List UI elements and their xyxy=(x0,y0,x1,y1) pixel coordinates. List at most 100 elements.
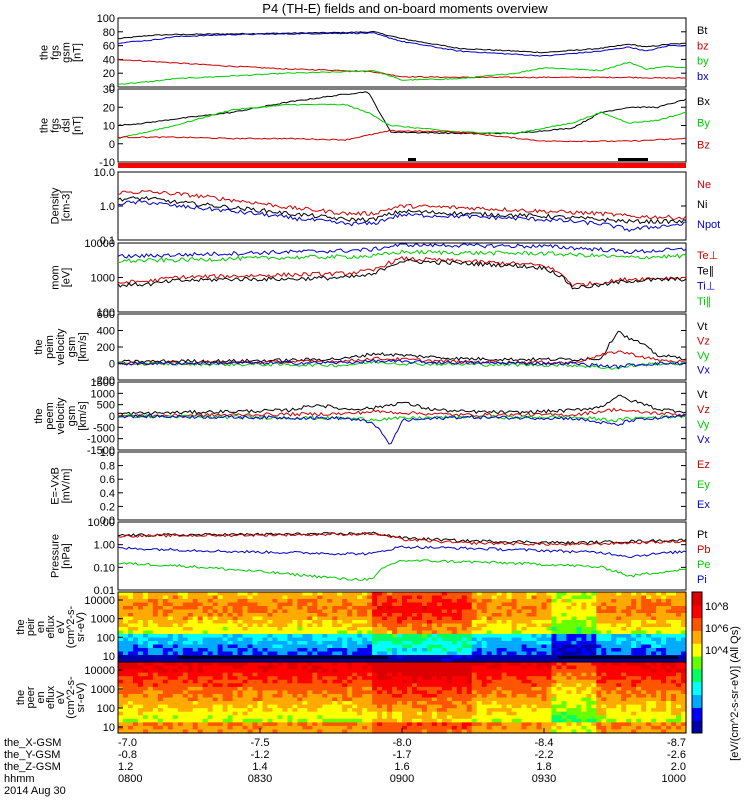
spectrogram-cell xyxy=(626,592,632,597)
spectrogram-cell xyxy=(446,609,453,614)
spectrogram-cell xyxy=(496,672,503,677)
spectrogram-cell xyxy=(661,637,667,642)
spectrogram-cell xyxy=(556,648,563,653)
spectrogram-cell xyxy=(631,676,637,681)
spectrogram-cell xyxy=(362,609,368,614)
spectrogram-cell xyxy=(172,729,179,734)
spectrogram-cell xyxy=(451,672,458,677)
spectrogram-cell xyxy=(127,701,134,706)
spectrogram-cell xyxy=(247,683,254,688)
spectrogram-cell xyxy=(118,729,124,734)
spectrogram-cell xyxy=(307,683,313,688)
legend-fgs-dsl-2: Bz xyxy=(697,139,710,151)
spectrogram-cell xyxy=(267,711,274,716)
spectrogram-cell xyxy=(411,620,418,625)
spectrogram-cell xyxy=(586,725,592,731)
colorbar-segment xyxy=(692,643,702,657)
spectrogram-cell xyxy=(601,658,607,663)
spectrogram-cell xyxy=(576,637,582,642)
spectrogram-cell xyxy=(397,693,403,699)
spectrogram-cell xyxy=(536,592,543,597)
spectrogram-cell xyxy=(496,693,503,699)
spectrogram-cell xyxy=(127,676,134,681)
spectrogram-cell xyxy=(152,623,159,628)
spectrogram-cell xyxy=(456,592,463,597)
spectrogram-cell xyxy=(212,599,219,604)
spectrogram-cell xyxy=(541,701,548,706)
spectrogram-cell xyxy=(526,715,533,720)
spectrogram-cell xyxy=(486,683,493,688)
spectrogram-cell xyxy=(217,701,224,706)
spectrogram-cell xyxy=(616,613,622,618)
spectrogram-cell xyxy=(282,725,288,731)
spectrogram-cell xyxy=(406,655,413,660)
panel-frame xyxy=(117,171,687,241)
spectrogram-cell xyxy=(312,690,318,695)
spectrogram-cell xyxy=(526,641,533,646)
spectrogram-cell xyxy=(631,701,637,706)
spectrogram-cell xyxy=(177,711,184,716)
spectrogram-cell xyxy=(172,658,179,663)
spectrogram-cell xyxy=(382,693,388,699)
spectrogram-cell xyxy=(192,658,199,663)
spectrogram-cell xyxy=(471,718,478,723)
spectrogram-cell xyxy=(127,651,134,656)
spectrogram-cell xyxy=(466,669,473,674)
spectrogram-cell xyxy=(367,644,373,649)
spectrogram-cell xyxy=(521,701,528,706)
spectrogram-cell xyxy=(421,669,428,674)
spectrogram-cell xyxy=(302,729,308,734)
y-tick-label: 1000 xyxy=(91,273,115,285)
spectrogram-cell xyxy=(586,627,592,632)
spectrogram-cell xyxy=(581,623,587,628)
spectrogram-cell xyxy=(217,669,224,674)
spectrogram-cell xyxy=(242,620,249,625)
spectrogram-cell xyxy=(416,616,423,621)
spectrogram-cell xyxy=(626,665,632,670)
spectrogram-cell xyxy=(312,606,318,611)
spectrogram-cell xyxy=(307,641,313,646)
spectrogram-cell xyxy=(182,648,189,653)
spectrogram-cell xyxy=(302,704,308,709)
spectrogram-cell xyxy=(337,704,343,709)
spectrogram-cell xyxy=(611,602,617,607)
spectrogram-cell xyxy=(536,704,543,709)
spectrogram-cell xyxy=(167,662,174,667)
spectrogram-cell xyxy=(511,655,518,660)
spectrogram-cell xyxy=(676,686,682,691)
spectrogram-cell xyxy=(511,644,518,649)
spectrogram-cell xyxy=(292,715,298,720)
spectrogram-cell xyxy=(392,676,398,681)
spectrogram-cell xyxy=(402,623,408,628)
spectrogram-cell xyxy=(476,599,483,604)
spectrogram-cell xyxy=(551,648,558,653)
spectrogram-cell xyxy=(586,599,592,604)
spectrogram-cell xyxy=(212,708,219,713)
spectrogram-cell xyxy=(531,662,538,667)
spectrogram-cell xyxy=(302,651,308,656)
spectrogram-cell xyxy=(416,592,423,597)
spectrogram-cell xyxy=(182,634,189,639)
spectrogram-cell xyxy=(451,715,458,720)
spectrogram-cell xyxy=(267,708,274,713)
spectrogram-cell xyxy=(616,627,622,632)
spectrogram-cell xyxy=(192,676,199,681)
spectrogram-cell xyxy=(636,602,642,607)
spectrogram-cell xyxy=(287,644,293,649)
spectrogram-cell xyxy=(147,620,154,625)
spectrogram-cell xyxy=(337,718,343,723)
spectrogram-cell xyxy=(157,729,164,734)
spectrogram-cell xyxy=(641,725,647,731)
spectrogram-cell xyxy=(681,686,687,691)
spectrogram-cell xyxy=(272,690,279,695)
spectrogram-cell xyxy=(142,655,149,660)
spectrogram-cell xyxy=(506,613,513,618)
spectrogram-cell xyxy=(287,613,293,618)
spectrogram-cell xyxy=(646,616,652,621)
spectrogram-cell xyxy=(481,693,488,699)
spectrogram-cell xyxy=(416,722,423,727)
spectrogram-cell xyxy=(212,627,219,632)
spectrogram-cell xyxy=(277,609,284,614)
spectrogram-cell xyxy=(431,686,438,691)
spectrogram-cell xyxy=(202,686,209,691)
